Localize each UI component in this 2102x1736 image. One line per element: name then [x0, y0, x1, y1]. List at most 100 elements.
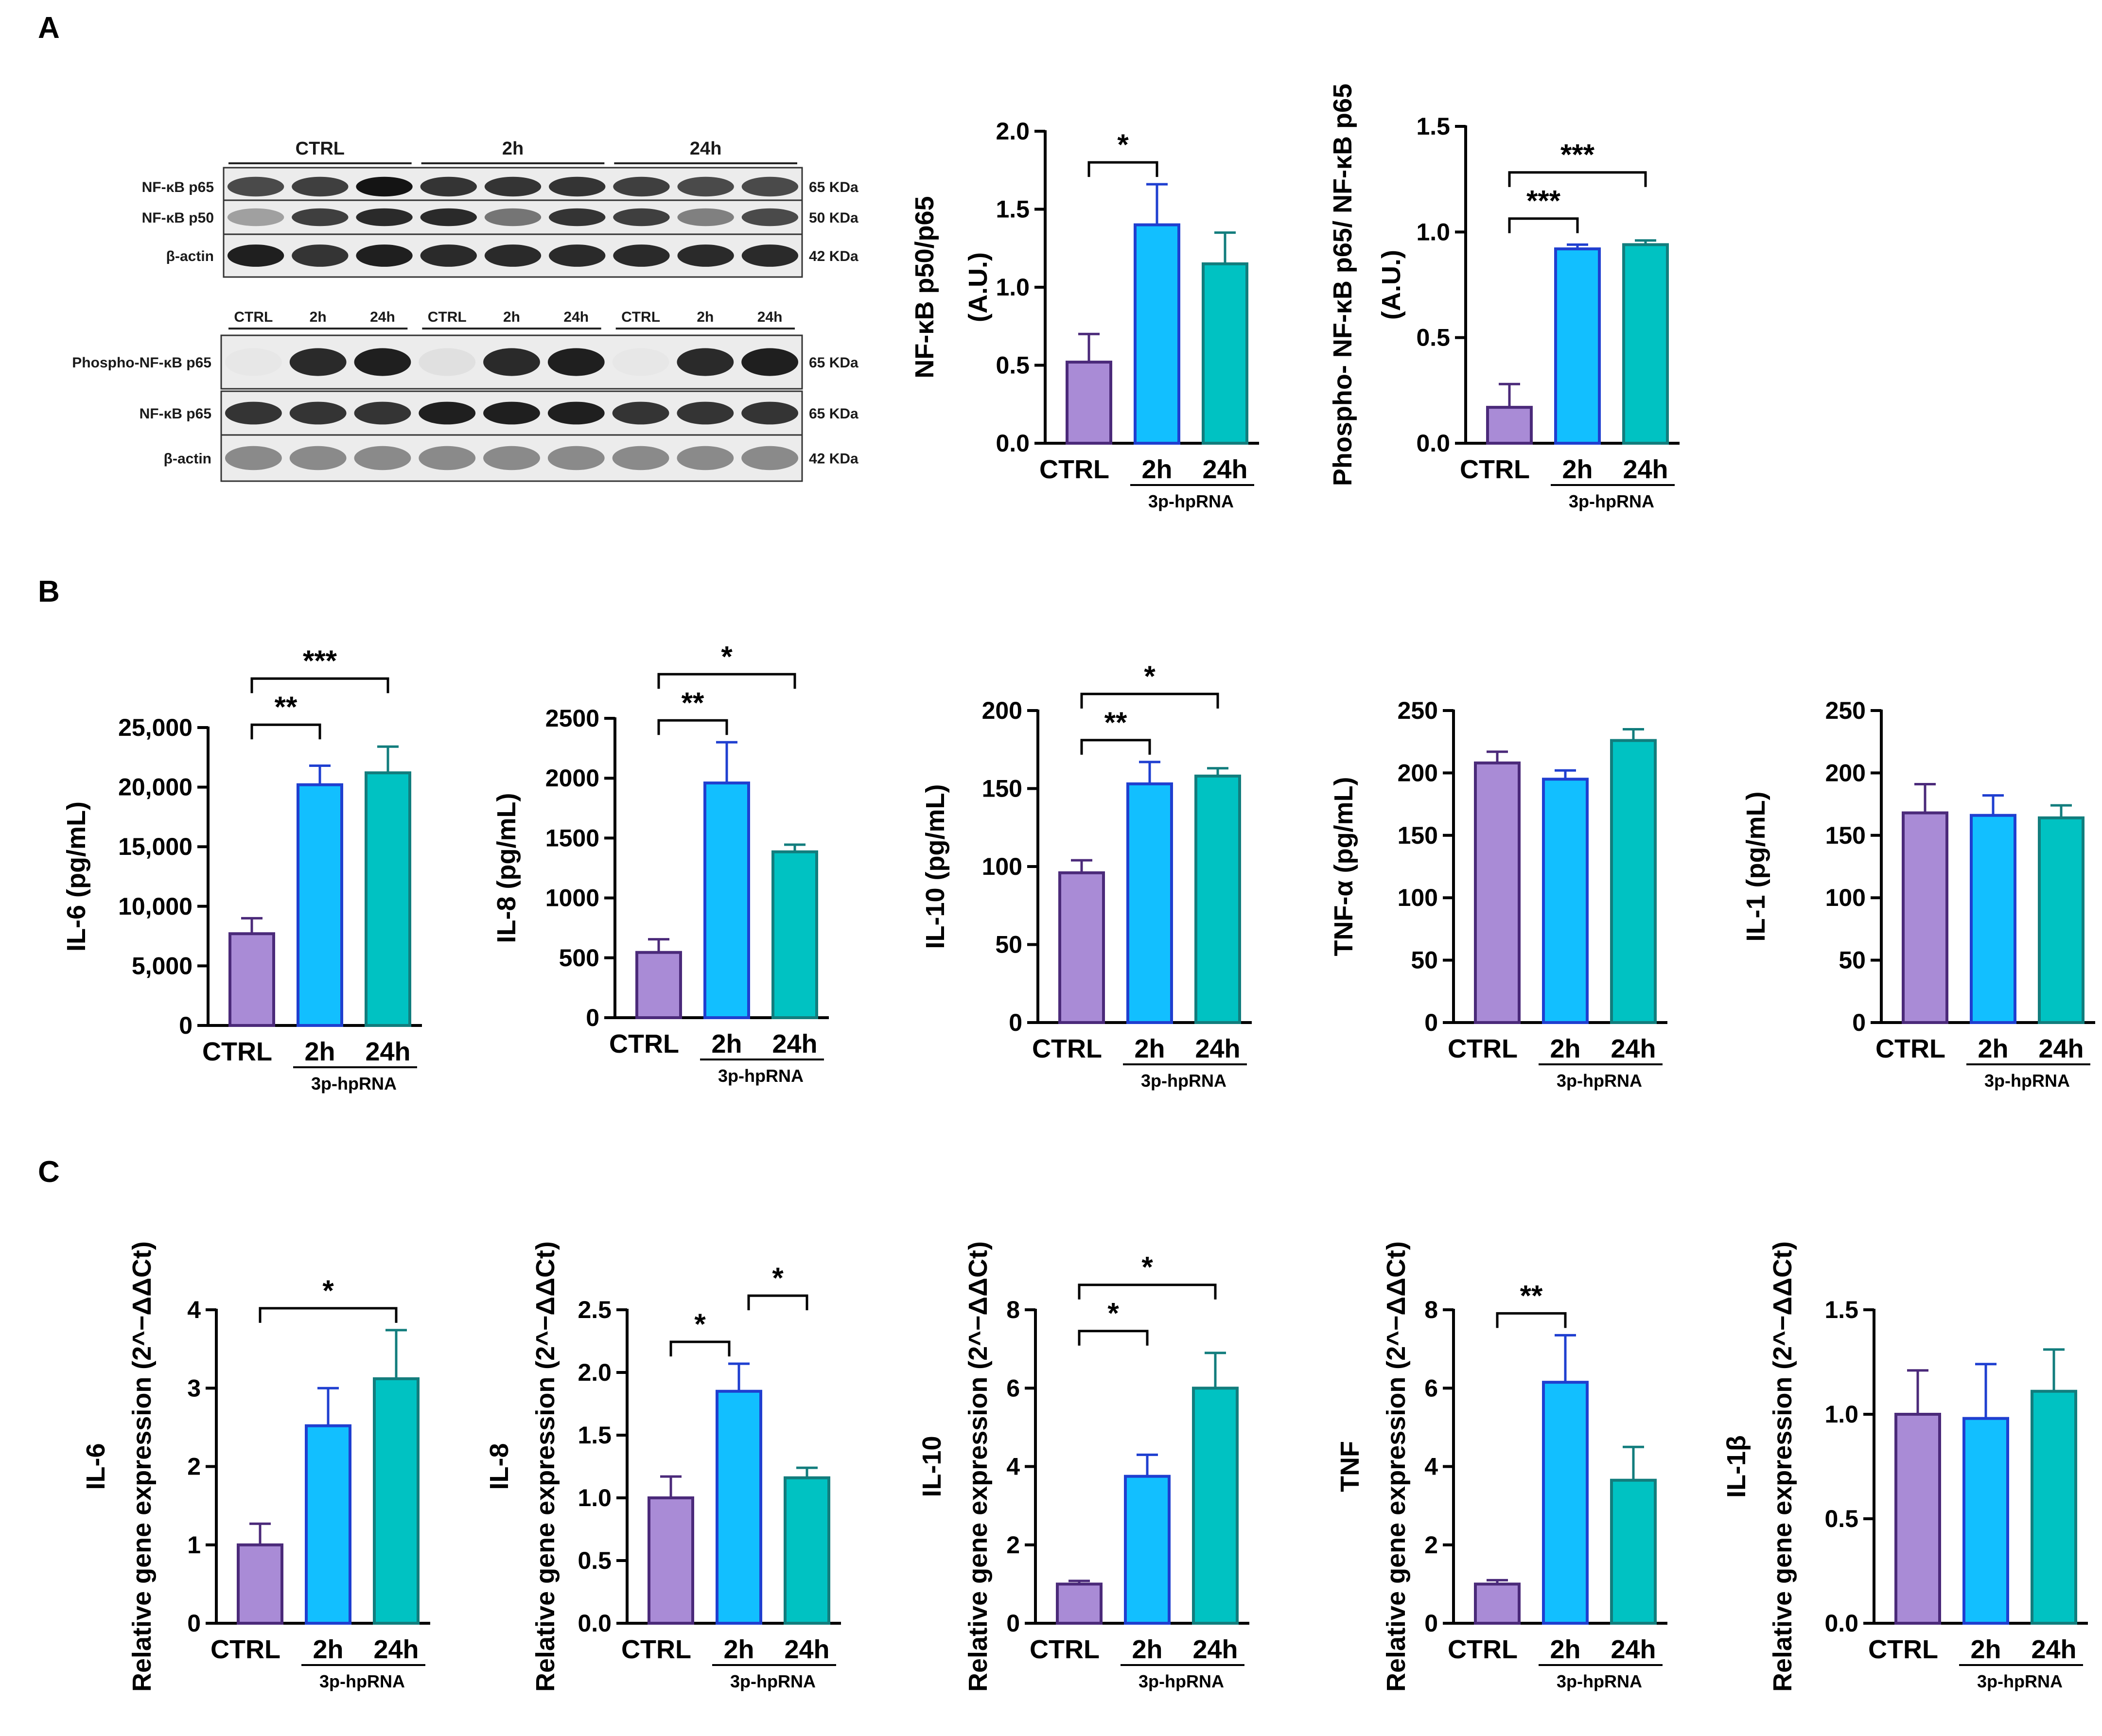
y-tick-label: 500: [559, 944, 599, 972]
chart-8: 0 1 2 3 4 CTRL 2h 24h 3p-hpRNA * IL-6 Relative gene…: [81, 1241, 430, 1692]
y-tick-label: 25,000: [118, 714, 193, 741]
bar-2h: [716, 1389, 762, 1625]
blot-band: [356, 176, 413, 197]
x-category-label: CTRL: [609, 1029, 679, 1059]
significance-bracket: [259, 1307, 398, 1323]
y-tick-label: 2.0: [578, 1359, 612, 1386]
significance-bracket: [1078, 1330, 1149, 1346]
blot-band: [354, 401, 411, 425]
blot-band: [741, 176, 799, 197]
y-tick-label: 50: [1839, 947, 1866, 974]
significance-label: ***: [1526, 185, 1561, 217]
bar-2h: [1134, 223, 1180, 445]
blot-band: [741, 208, 799, 226]
y-tick-label: 10,000: [118, 893, 193, 920]
x-category-label: CTRL: [621, 1635, 691, 1664]
blot-lane-label: 2h: [310, 309, 327, 325]
x-category-label: 24h: [1195, 1034, 1240, 1063]
y-axis-label: IL-8 (pg/mL): [492, 793, 521, 943]
x-category-label: CTRL: [1032, 1034, 1102, 1063]
y-tick-label: 6: [1424, 1374, 1438, 1402]
significance-label: *: [721, 640, 733, 673]
bar-24h: [2038, 816, 2084, 1024]
y-tick-label: 1.5: [578, 1422, 612, 1449]
significance-bracket: [250, 723, 321, 740]
blot-band: [356, 208, 413, 226]
bar-ctrl: [648, 1496, 694, 1625]
blot-band: [677, 446, 734, 470]
y-tick-label: 0: [1009, 1009, 1022, 1036]
blot-band: [484, 244, 542, 267]
y-tick-label: 150: [1398, 822, 1438, 849]
blot-band: [483, 348, 540, 376]
x-category-label: 24h: [2038, 1034, 2084, 1063]
significance-label: *: [1107, 1297, 1119, 1330]
y-tick-label: 1: [187, 1531, 201, 1559]
blot-row-label: β-actin: [164, 451, 211, 467]
chart-9: 0.0 0.5 1.0 1.5 2.0 2.5 CTRL 2h 24h 3p-hpRNA * * IL-…: [485, 1241, 841, 1692]
x-category-label: 24h: [373, 1635, 419, 1664]
blot-band: [677, 208, 734, 226]
x-category-label: 2h: [304, 1037, 335, 1066]
y-tick-label: 15,000: [118, 833, 193, 860]
y-axis-label: IL-10: [917, 1436, 946, 1497]
x-category-label: 24h: [1611, 1635, 1656, 1664]
blot-band: [289, 446, 347, 470]
x-group-label: 3p-hpRNA: [1984, 1071, 2070, 1091]
blot-lane-label: 2h: [503, 309, 520, 325]
blot-row-label: NF-κB p50: [142, 210, 214, 226]
x-category-label: CTRL: [1460, 455, 1530, 484]
blot-band: [420, 208, 477, 226]
chart-7: 0 50 100 150 200 250 CTRL 2h 24h 3p-hpRNA IL-1 (pg…: [1741, 697, 2095, 1091]
bar-2h: [1542, 1381, 1589, 1625]
bar-2h: [1126, 782, 1173, 1024]
chart-12: 0.0 0.5 1.0 1.5 CTRL 2h 24h 3p-hpRNA IL-1β Relati…: [1722, 1241, 2088, 1692]
y-tick-label: 3: [187, 1374, 201, 1402]
bar-ctrl: [1474, 761, 1521, 1024]
bar-2h: [1962, 1417, 2009, 1625]
y-tick-label: 1.5: [996, 196, 1030, 223]
bar-24h: [1192, 1387, 1239, 1625]
blot-band: [741, 244, 799, 267]
y-tick-label: 0: [1006, 1610, 1020, 1637]
bar-24h: [1194, 774, 1241, 1024]
y-axis-label: Phospho- NF-κB p65/ NF-κB p65: [1328, 84, 1357, 486]
bar-ctrl: [228, 932, 275, 1027]
bar-2h: [1124, 1475, 1171, 1625]
y-axis-label: TNF: [1335, 1441, 1365, 1492]
y-tick-label: 200: [1398, 759, 1438, 786]
blot-band: [419, 348, 476, 376]
x-category-label: 24h: [1623, 455, 1668, 484]
x-category-label: 2h: [1550, 1635, 1580, 1664]
significance-label: *: [1117, 128, 1129, 161]
y-axis-label: (A.U.): [963, 252, 993, 322]
bar-charts: 0.0 0.5 1.0 1.5 2.0 CTRL 2h 24h 3p-hpRNA * NF-κB p…: [62, 84, 2095, 1692]
x-group-label: 3p-hpRNA: [1557, 1671, 1642, 1691]
blot-band: [612, 401, 669, 425]
significance-label: **: [1520, 1279, 1543, 1312]
blot-band: [613, 244, 670, 267]
blot-band: [549, 244, 606, 267]
y-tick-label: 200: [982, 697, 1022, 724]
blot-band: [677, 176, 734, 197]
significance-bracket: [657, 673, 796, 689]
bar-2h: [703, 781, 750, 1020]
significance-bracket: [1508, 217, 1579, 233]
y-tick-label: 1.0: [1824, 1401, 1858, 1428]
y-tick-label: 0: [586, 1004, 599, 1031]
x-group-label: 3p-hpRNA: [1977, 1671, 2063, 1691]
x-category-label: 2h: [1134, 1034, 1165, 1063]
blot-group-label: 2h: [502, 139, 524, 159]
bar-24h: [1610, 1478, 1657, 1625]
blot-band: [292, 208, 349, 226]
bar-24h: [373, 1377, 420, 1625]
y-tick-label: 0: [1852, 1009, 1866, 1036]
y-tick-label: 0.0: [578, 1610, 612, 1637]
blot-band: [354, 348, 411, 376]
blot-kda-label: 65 KDa: [809, 179, 858, 195]
y-tick-label: 0.5: [578, 1547, 612, 1574]
blot-band: [677, 244, 734, 267]
y-tick-label: 250: [1398, 697, 1438, 724]
significance-bracket: [1508, 171, 1647, 187]
